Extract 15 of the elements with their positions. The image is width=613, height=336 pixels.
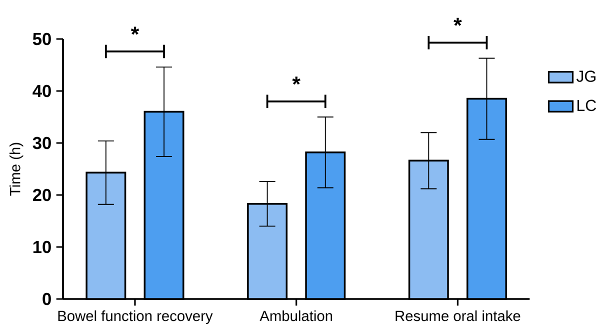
x-tick-label: Bowel function recovery (58, 310, 213, 324)
x-tick-label: Ambulation (260, 310, 332, 322)
y-tick-label: 10 (33, 240, 51, 254)
y-tick-label: 0 (42, 292, 51, 306)
text: * (454, 18, 462, 26)
y-tick-label: 20 (32, 188, 51, 202)
annotation: * (292, 76, 300, 85)
x-tick-label: Resume oral intake (396, 310, 520, 322)
y-tick-label: 50 (32, 32, 51, 46)
y-tick-label: 40 (32, 84, 51, 98)
text: * (130, 26, 140, 35)
legend-label: JG (576, 70, 596, 82)
y-axis-title: Time (h) (10, 142, 24, 196)
y-tick-label: 30 (32, 136, 51, 150)
legend-label: LC (578, 100, 596, 112)
